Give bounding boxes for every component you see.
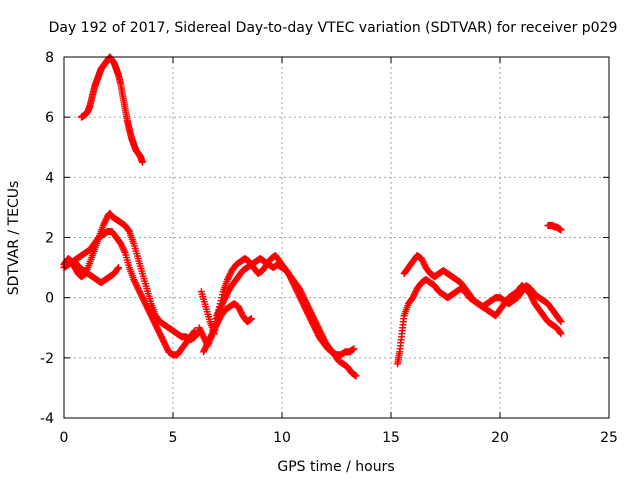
y-tick-label: -4 bbox=[40, 411, 54, 427]
chart-title: Day 192 of 2017, Sidereal Day-to-day VTE… bbox=[49, 20, 618, 36]
y-tick-label: 8 bbox=[45, 50, 54, 66]
plot-frame bbox=[63, 56, 610, 419]
data-point-seg-d-high bbox=[138, 158, 146, 166]
data-point-seg-c-upper bbox=[556, 317, 564, 325]
x-tick-label: 20 bbox=[491, 430, 509, 446]
data-point-seg-b bbox=[352, 372, 360, 380]
data-points bbox=[60, 53, 565, 380]
x-tick-label: 5 bbox=[169, 430, 178, 446]
x-tick-label: 10 bbox=[273, 430, 291, 446]
axis-ticks: 0 5 10 15 20 25 -4 -2 0 2 4 6 8 bbox=[40, 50, 618, 446]
x-tick-label: 15 bbox=[382, 430, 400, 446]
data-point-seg-e bbox=[557, 226, 565, 234]
y-axis-label: SDTVAR / TECUs bbox=[6, 181, 22, 296]
y-tick-label: -2 bbox=[40, 351, 54, 367]
x-axis-label: GPS time / hours bbox=[277, 459, 394, 475]
data-point-seg-c bbox=[556, 329, 564, 337]
data-point-seg-a-mid bbox=[190, 328, 198, 336]
data-point-seg-a-loop bbox=[114, 265, 122, 273]
data-point-seg-b-upper bbox=[350, 345, 358, 353]
data-point-seg-a-loop bbox=[115, 264, 122, 272]
data-point-seg-b-lower bbox=[247, 315, 255, 323]
data-point-seg-a-mid bbox=[120, 247, 128, 255]
grid bbox=[64, 57, 609, 418]
y-tick-label: 6 bbox=[45, 110, 54, 126]
data-point-seg-c bbox=[557, 330, 565, 338]
y-tick-label: 2 bbox=[45, 231, 54, 247]
y-tick-label: 0 bbox=[45, 291, 54, 307]
x-tick-label: 25 bbox=[600, 430, 618, 446]
y-tick-label: 4 bbox=[45, 170, 54, 186]
data-point-seg-c-upper bbox=[557, 318, 565, 326]
x-tick-label: 0 bbox=[60, 430, 69, 446]
